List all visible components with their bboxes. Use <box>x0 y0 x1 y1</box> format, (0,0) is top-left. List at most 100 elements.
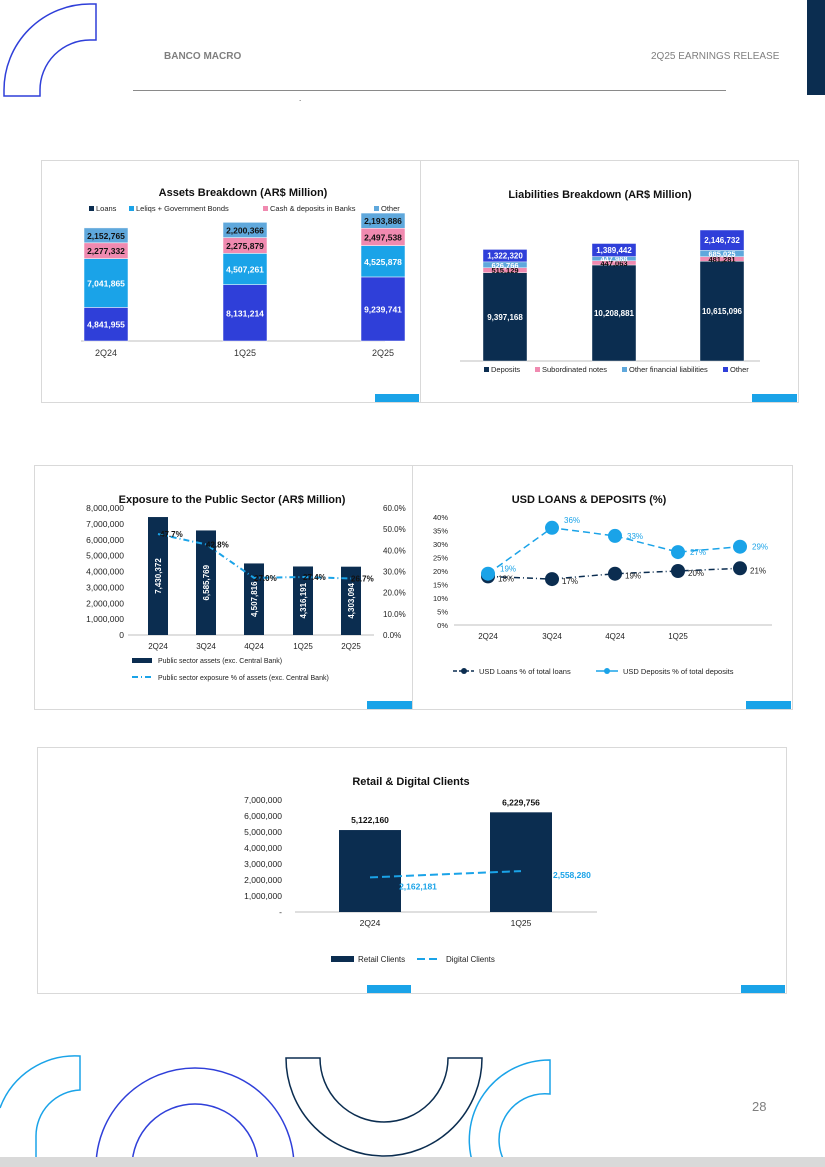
page-number: 28 <box>752 1099 767 1114</box>
legend-label: Subordinated notes <box>542 365 607 374</box>
chart-title: Liabilities Breakdown (AR$ Million) <box>508 189 692 201</box>
bar-other <box>222 222 268 238</box>
y2-tick-label: 10.0% <box>383 610 406 619</box>
data-label: 4,507,261 <box>226 265 264 275</box>
clients-panel-tab <box>367 985 411 993</box>
y-tick-label: 2,000,000 <box>86 598 124 608</box>
point-usd-loans <box>671 564 685 578</box>
bar-loans <box>222 284 268 342</box>
line-digital-clients <box>369 870 522 879</box>
bar-other <box>482 249 528 263</box>
data-label: 2,146,732 <box>704 236 740 245</box>
legend-swatch <box>535 367 540 372</box>
data-label-retail: 5,122,160 <box>351 815 389 825</box>
point-usd-deposits <box>671 545 685 560</box>
line-data-label: 27.4% <box>303 573 326 582</box>
y-tick-label: 7,000,000 <box>244 795 282 805</box>
y2-tick-label: 30.0% <box>383 568 406 577</box>
x-tick-label: 1Q25 <box>293 642 313 651</box>
footer-arc-decoration <box>0 1055 551 1167</box>
legend-label: Public sector assets (exc. Central Bank) <box>158 658 282 665</box>
data-label-usd-loans: 19% <box>625 572 641 581</box>
legend-swatch <box>129 206 134 211</box>
data-label: 447,063 <box>600 259 627 268</box>
x-tick-label: 1Q25 <box>511 918 532 928</box>
report-title: 2Q25 EARNINGS RELEASE <box>651 51 780 62</box>
data-label: 10,208,881 <box>594 309 635 318</box>
data-label: 626,766 <box>491 261 518 270</box>
legend-label: Leliqs + Government Bonds <box>136 204 229 213</box>
x-tick-label: 2Q25 <box>341 642 361 651</box>
data-label: 9,397,168 <box>487 313 523 322</box>
chart-title: USD LOANS & DEPOSITS (%) <box>512 494 667 506</box>
bar-public-sector-assets <box>244 563 264 635</box>
legend-label: Other <box>730 365 749 374</box>
data-label: 6,585,769 <box>202 564 211 600</box>
data-label-usd-loans: 17% <box>562 577 578 586</box>
legend-marker <box>461 668 467 674</box>
data-label: 2,275,879 <box>226 241 264 251</box>
line-data-label: 47.7% <box>160 530 183 539</box>
point-usd-loans <box>608 566 622 581</box>
point-usd-deposits <box>545 520 559 535</box>
legend-swatch <box>132 658 152 663</box>
y-tick-label: 15% <box>433 581 448 590</box>
legend-swatch <box>263 206 268 211</box>
data-label: 2,497,538 <box>364 232 402 242</box>
y-tick-label: 10% <box>433 594 448 603</box>
legend-label: USD Loans % of total loans <box>479 667 571 676</box>
bar-retail-clients <box>339 830 401 912</box>
data-label: 2,200,366 <box>226 225 264 235</box>
clients-panel <box>37 747 787 994</box>
bar-public-sector-assets <box>148 517 168 635</box>
legend-swatch <box>374 206 379 211</box>
data-label: 4,303,094 <box>347 583 356 619</box>
y2-tick-label: 50.0% <box>383 525 406 534</box>
y-tick-label: 3,000,000 <box>244 859 282 869</box>
x-tick-label: 3Q24 <box>542 632 562 641</box>
y2-tick-label: 0.0% <box>383 631 401 640</box>
legend-swatch <box>89 206 94 211</box>
y-tick-label: 1,000,000 <box>86 614 124 624</box>
data-label-usd-deposits: 19% <box>500 565 516 574</box>
bar-deposits <box>482 272 528 362</box>
data-label: 4,507,816 <box>250 581 259 617</box>
data-label-usd-deposits: 33% <box>627 532 643 541</box>
data-label: 2,193,886 <box>364 216 402 226</box>
bar-leliqs-government-bonds <box>83 258 129 308</box>
data-label-digital: 2,558,280 <box>553 870 591 880</box>
x-tick-label: 1Q25 <box>668 632 688 641</box>
y-tick-label: 5% <box>437 608 448 617</box>
bar-retail-clients <box>490 812 552 912</box>
y-tick-label: 20% <box>433 567 448 576</box>
y-tick-label: 25% <box>433 554 448 563</box>
clients-panel-tab-right <box>741 985 785 993</box>
y2-tick-label: 20.0% <box>383 589 406 598</box>
legend-swatch <box>622 367 627 372</box>
data-label: 4,841,955 <box>87 320 125 330</box>
x-tick-label: 2Q24 <box>148 642 168 651</box>
x-tick-label: 1Q25 <box>234 348 256 358</box>
chart-title: Exposure to the Public Sector (AR$ Milli… <box>119 494 346 506</box>
retail-digital-clients-chart: Retail & Digital Clients - 1,000,000 2,000… <box>244 776 597 964</box>
data-label-usd-deposits: 36% <box>564 516 580 525</box>
point-usd-deposits <box>481 566 495 581</box>
x-tick-label: 2Q24 <box>360 918 381 928</box>
bar-leliqs-government-bonds <box>360 245 406 278</box>
y-tick-label: 7,000,000 <box>86 519 124 529</box>
bar-deposits <box>699 260 745 362</box>
bar-other <box>591 243 637 257</box>
line-public-sector-exposure <box>157 533 352 580</box>
header-dot: . <box>299 94 302 103</box>
y-tick-label: 8,000,000 <box>86 503 124 513</box>
point-usd-deposits <box>608 528 622 543</box>
legend-swatch <box>723 367 728 372</box>
bar-deposits <box>591 264 637 362</box>
data-label: 2,152,765 <box>87 231 125 241</box>
bar-public-sector-assets <box>341 566 361 635</box>
legend-label: Cash & deposits in Banks <box>270 204 356 213</box>
y-tick-label: 40% <box>433 513 448 522</box>
y2-tick-label: 60.0% <box>383 504 406 513</box>
y-tick-label: - <box>279 907 282 917</box>
header-divider <box>133 90 726 91</box>
